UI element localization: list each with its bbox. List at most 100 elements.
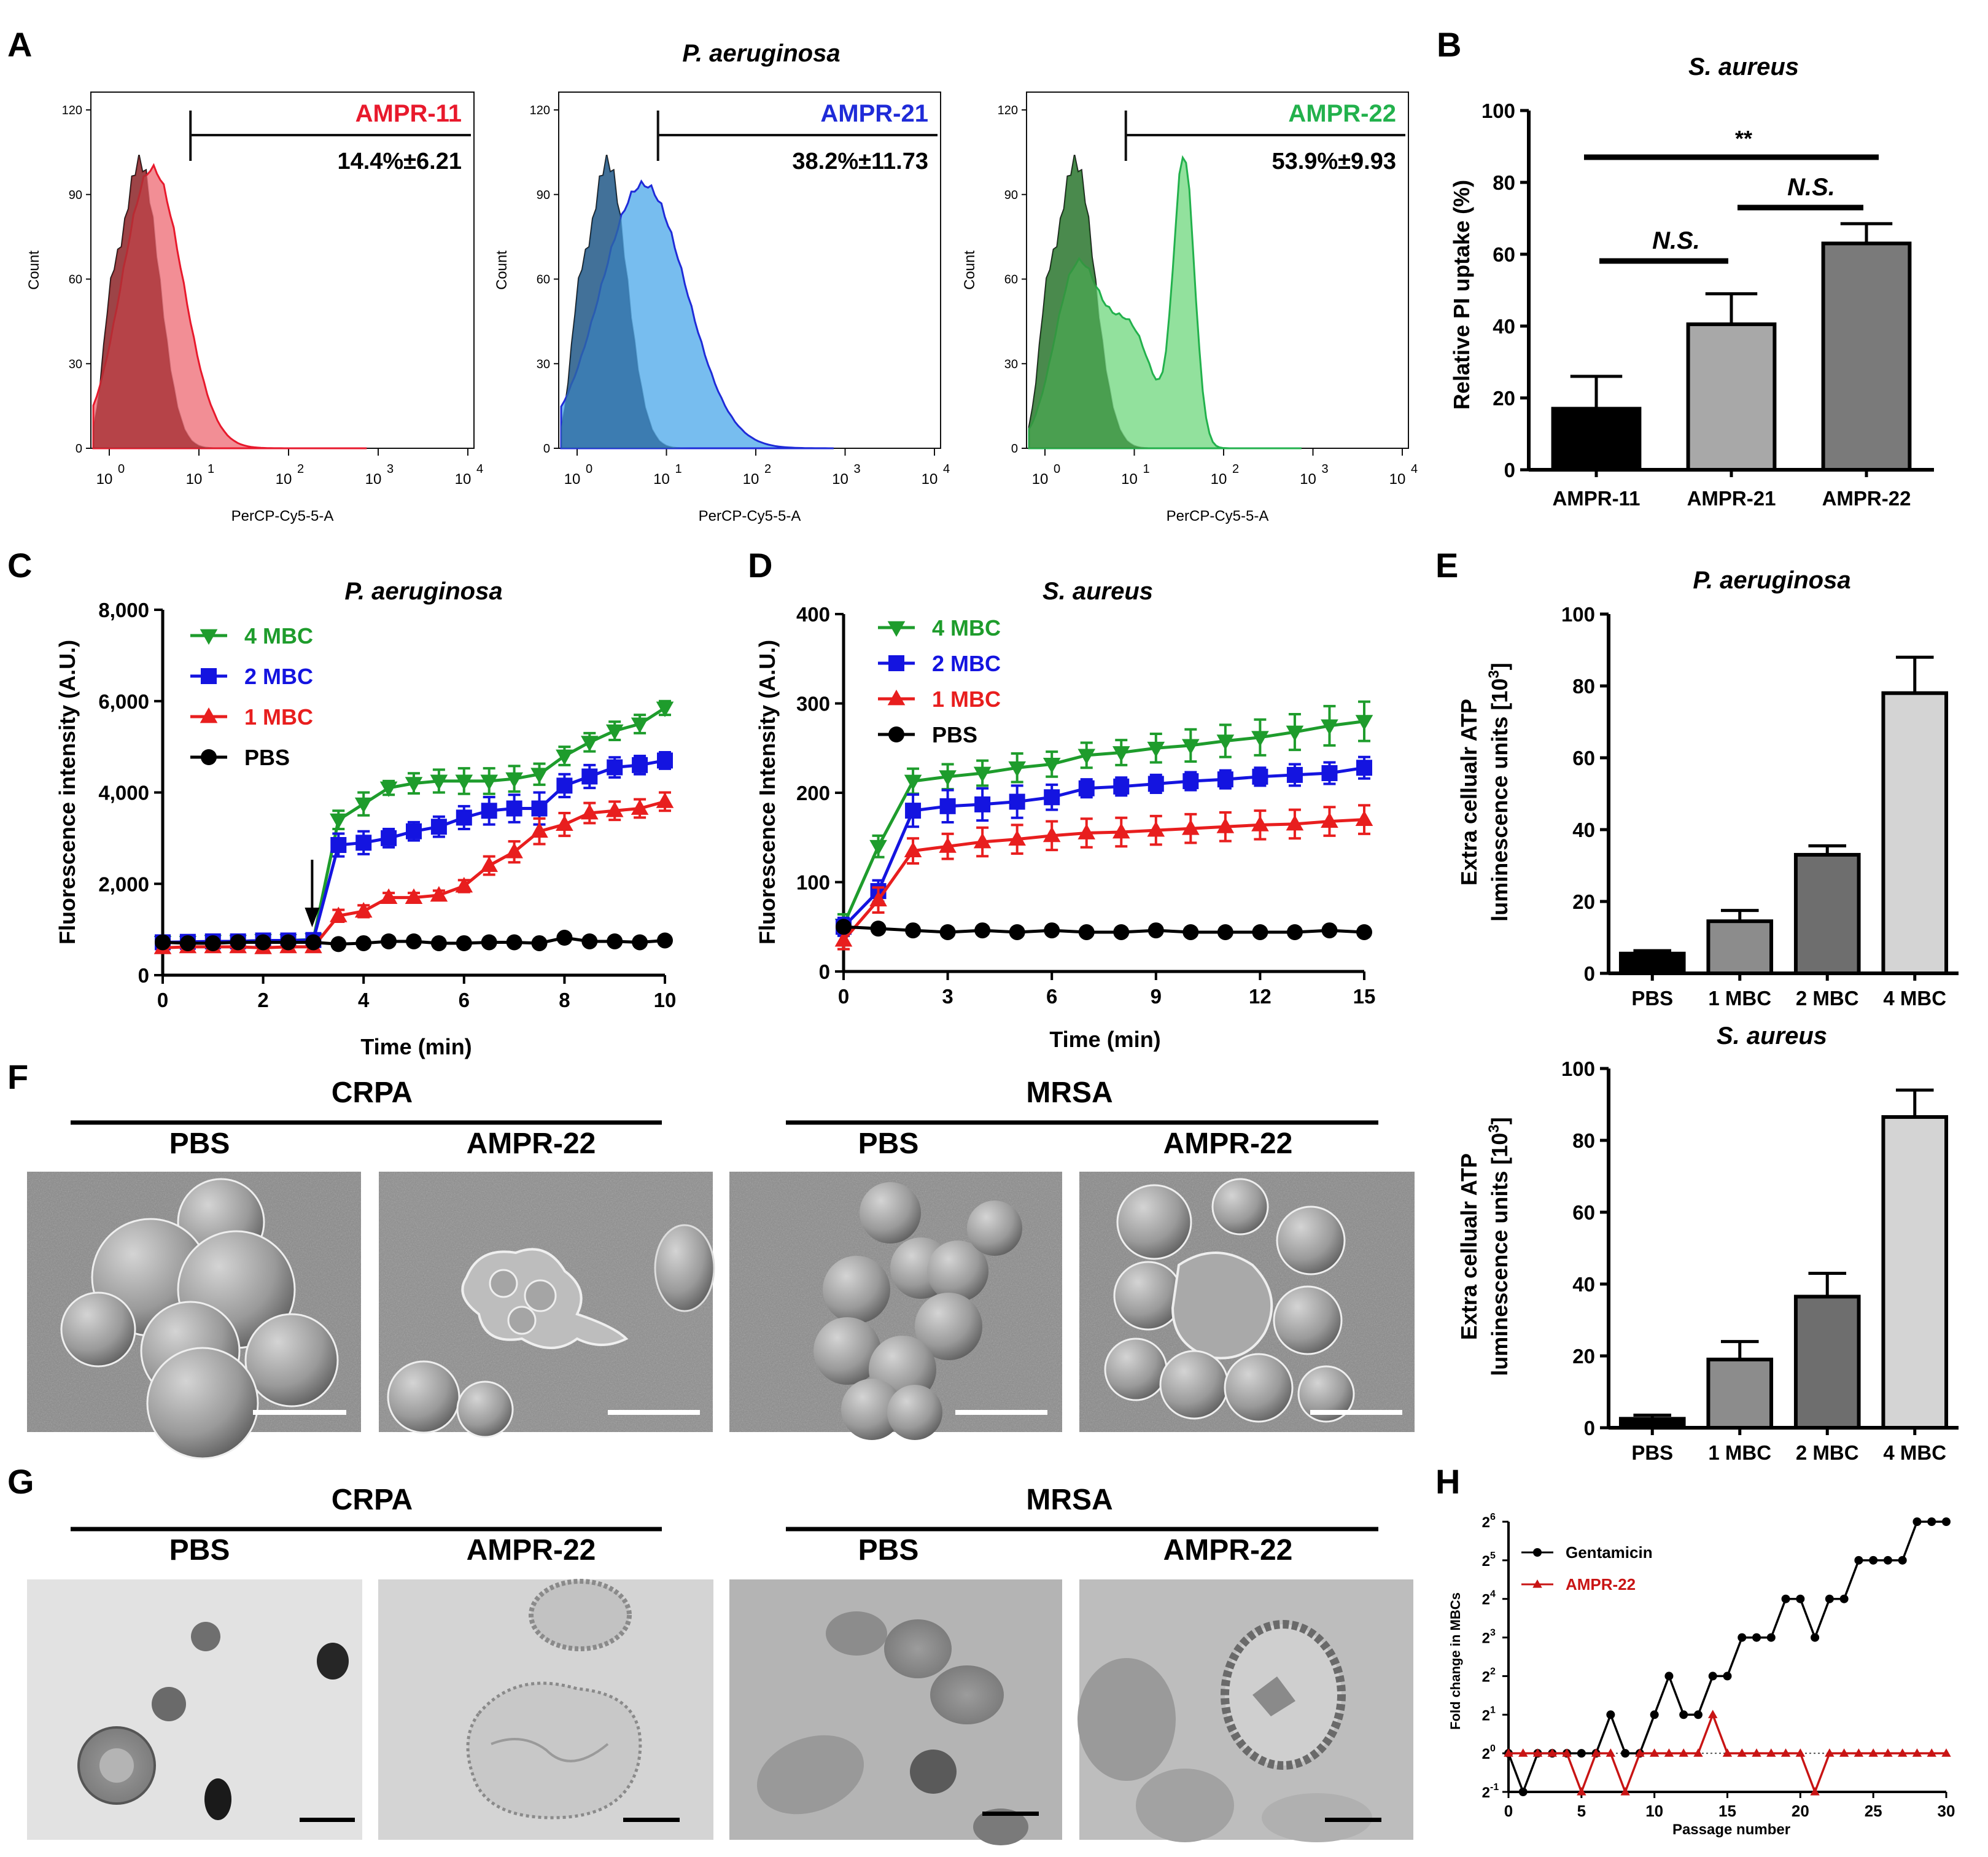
panel-f-label: F xyxy=(7,1057,28,1096)
series-line xyxy=(842,720,1365,926)
y-tick-base: 2 xyxy=(1482,1746,1490,1762)
series-ampr-22 xyxy=(1504,1710,1951,1796)
x-tick-exponent: 1 xyxy=(208,462,214,476)
data-point xyxy=(1854,1555,1863,1565)
panel-b-label: B xyxy=(1437,25,1461,64)
y-axis-label-line1: Extra cellualr ATP xyxy=(1456,1153,1481,1340)
data-point xyxy=(1766,1633,1776,1642)
data-point xyxy=(330,936,347,952)
panel-c-ylabel: Fluorescence intensity (A.U.) xyxy=(55,640,80,944)
data-point xyxy=(230,934,246,951)
legend-marker xyxy=(887,621,906,637)
data-point xyxy=(1722,1748,1733,1757)
data-point xyxy=(1796,1594,1805,1603)
bar xyxy=(1618,1417,1686,1430)
panel-b: B S. aureus Relative PI uptake (%) 0 20 40… xyxy=(1437,25,1934,510)
bar xyxy=(1686,322,1777,472)
x-tick-label: 10 xyxy=(832,471,848,488)
gate-sample-name: AMPR-11 xyxy=(355,100,462,127)
histogram-overlap-region xyxy=(93,155,321,449)
data-point xyxy=(607,759,623,776)
data-point xyxy=(1898,1748,1908,1757)
data-point xyxy=(1044,922,1060,939)
y-tick-label: 400 xyxy=(796,603,830,626)
panel-b-ylabel: Relative PI uptake (%) xyxy=(1449,180,1474,410)
data-point xyxy=(974,922,991,939)
legend-label: 2 MBC xyxy=(932,651,1001,676)
data-point xyxy=(1147,821,1165,837)
y-tick-label: 100 xyxy=(1561,603,1595,626)
y-tick-label: 0 xyxy=(76,442,82,456)
data-point xyxy=(455,877,473,893)
data-point xyxy=(834,931,853,947)
data-point xyxy=(430,774,448,790)
data-point xyxy=(656,792,674,808)
sem-image-crpa-ampr22 xyxy=(379,1172,715,1438)
data-point xyxy=(1679,1748,1688,1757)
y-tick-label: 8,000 xyxy=(98,599,149,621)
series-2-mbc xyxy=(836,755,1372,937)
data-point xyxy=(1635,1748,1645,1757)
chart-d: 0 100 200 300 400 0 3 6 9 12 15 4 MBC 2 MBC 1 MBC PBS xyxy=(796,603,1375,1008)
panel-g-image-label: PBS xyxy=(169,1534,230,1567)
panel-f-image-label: AMPR-22 xyxy=(1163,1127,1293,1160)
data-point xyxy=(1078,924,1095,940)
data-point xyxy=(1868,1748,1878,1757)
data-point xyxy=(973,833,992,849)
panel-h-label: H xyxy=(1435,1462,1460,1501)
x-tick-label: AMPR-21 xyxy=(1687,487,1776,510)
histogram-ampr-11: 0 30 60 90 120 Count 10 0 10 1 10 2 10 3 10 4 PerCP-Cy5-… xyxy=(26,91,483,524)
x-tick-label: 10 xyxy=(1211,471,1227,488)
x-tick-exponent: 3 xyxy=(854,462,861,476)
bar xyxy=(1706,1357,1774,1430)
chart-h: 2 -12 02 12 22 32 42 52 60 5 10 15 20 25 30GentamicinA… xyxy=(1482,1512,1955,1820)
data-point xyxy=(581,768,598,785)
x-tick-label: 10 xyxy=(365,471,382,488)
data-point xyxy=(1518,1788,1528,1796)
bar xyxy=(1618,951,1686,975)
data-point xyxy=(1518,1748,1528,1757)
y-tick-label: 0 xyxy=(819,960,830,983)
panel-b-title: S. aureus xyxy=(1688,53,1799,80)
x-tick-exponent: 0 xyxy=(118,462,125,476)
gate-sample-name: AMPR-21 xyxy=(820,100,928,127)
data-point xyxy=(531,935,548,951)
y-tick-label: 60 xyxy=(69,273,82,287)
data-point xyxy=(1044,789,1060,806)
data-point xyxy=(1217,771,1233,788)
data-point xyxy=(1562,1748,1572,1757)
x-tick-label: 0 xyxy=(1504,1802,1513,1820)
y-tick-label: 120 xyxy=(998,104,1018,117)
chart-legend: 4 MBC 2 MBC 1 MBC PBS xyxy=(878,615,1001,747)
legend-marker xyxy=(888,655,904,671)
series-pbs xyxy=(155,930,673,952)
legend-label: 4 MBC xyxy=(932,615,1001,640)
panel-d-title: S. aureus xyxy=(1043,578,1153,605)
data-point xyxy=(1112,746,1130,762)
data-point xyxy=(1738,1633,1747,1642)
x-tick-label: 10 xyxy=(455,471,472,488)
data-point xyxy=(1649,1748,1660,1757)
y-tick-label: 60 xyxy=(1572,747,1595,769)
data-point xyxy=(905,922,922,939)
x-tick-label: PBS xyxy=(1631,987,1673,1010)
y-tick-label: 0 xyxy=(138,964,149,987)
panel-c-label: C xyxy=(7,546,32,585)
data-point xyxy=(1356,924,1372,940)
panel-g-group-crpa: CRPA xyxy=(332,1484,413,1516)
x-tick-label: 0 xyxy=(838,985,849,1008)
y-tick-label: 30 xyxy=(537,357,550,371)
data-point xyxy=(1825,1594,1834,1603)
y-axis-label-superscript: 3 xyxy=(1486,1124,1502,1132)
panel-g-label: G xyxy=(7,1462,34,1501)
data-point xyxy=(1664,1748,1674,1757)
data-point xyxy=(1182,819,1200,835)
data-point xyxy=(905,803,922,819)
data-point xyxy=(280,934,297,951)
y-tick-label: 30 xyxy=(69,357,82,371)
panel-f-group-mrsa: MRSA xyxy=(1026,1076,1112,1109)
bar-chart-E-bottom: 0 20 40 60 80 100 PBS 1 MBC 2 MBC 4 MBC xyxy=(1561,1057,1959,1464)
histogram-overlap-region xyxy=(561,155,788,449)
data-point xyxy=(631,799,649,815)
panel-c-xlabel: Time (min) xyxy=(360,1034,472,1059)
